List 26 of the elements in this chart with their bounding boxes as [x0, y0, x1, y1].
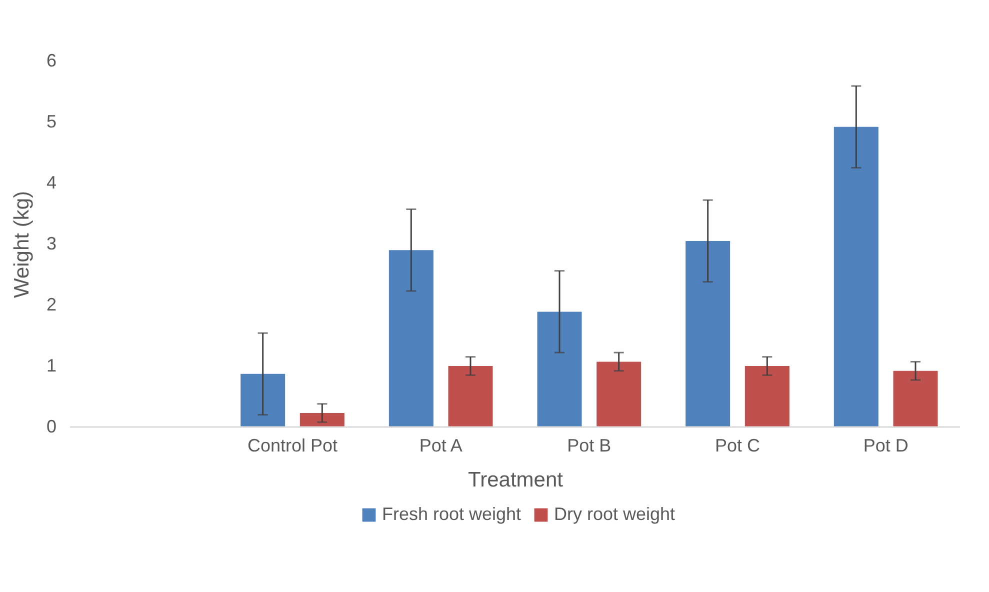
bar [448, 366, 493, 427]
bar [537, 312, 582, 427]
y-tick-label: 4 [46, 172, 56, 192]
bar [596, 362, 642, 427]
y-tick-label: 5 [46, 112, 56, 132]
bar [744, 366, 790, 427]
bar [893, 370, 938, 427]
y-tick-label: 6 [46, 50, 56, 70]
bar [834, 126, 878, 427]
y-tick-label: 1 [46, 356, 56, 376]
bar [686, 240, 730, 427]
x-tick-label: Pot A [419, 436, 462, 456]
y-axis-title: Weight (kg) [10, 191, 34, 298]
legend-label: Fresh root weight [382, 504, 522, 524]
y-tick-label: 0 [46, 416, 56, 436]
bar [240, 374, 286, 427]
x-tick-label: Pot D [863, 436, 908, 456]
x-tick-label: Control Pot [247, 436, 338, 456]
x-tick-label: Pot C [714, 436, 760, 456]
bar [388, 250, 434, 427]
y-tick-label: 2 [46, 294, 56, 314]
x-axis-title: Treatment [468, 468, 564, 492]
y-tick-label: 3 [46, 234, 56, 254]
legend-label: Dry root weight [554, 504, 676, 524]
bar [300, 412, 344, 427]
x-tick-label: Pot B [567, 436, 612, 456]
